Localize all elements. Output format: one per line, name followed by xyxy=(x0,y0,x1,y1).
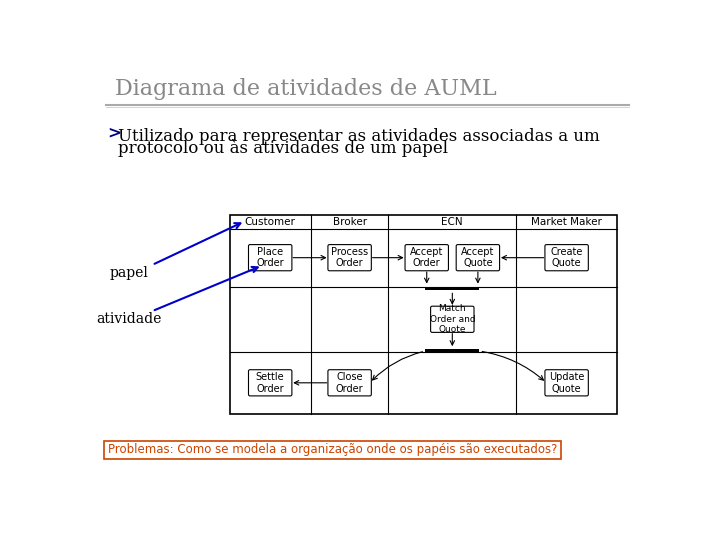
Text: protocolo ou às atividades de um papel: protocolo ou às atividades de um papel xyxy=(118,139,448,157)
FancyBboxPatch shape xyxy=(328,370,372,396)
Text: Match
Order and
Quote: Match Order and Quote xyxy=(430,305,475,334)
Bar xyxy=(426,349,480,353)
Text: papel: papel xyxy=(109,266,148,280)
Text: Problemas: Como se modela a organização onde os papéis são executados?: Problemas: Como se modela a organização … xyxy=(108,443,557,456)
Text: Update
Quote: Update Quote xyxy=(549,372,585,394)
Text: Customer: Customer xyxy=(245,217,296,227)
Text: Process
Order: Process Order xyxy=(331,247,368,268)
Text: Accept
Quote: Accept Quote xyxy=(462,247,495,268)
Text: Settle
Order: Settle Order xyxy=(256,372,284,394)
Text: Accept
Order: Accept Order xyxy=(410,247,444,268)
Text: Broker: Broker xyxy=(333,217,366,227)
FancyBboxPatch shape xyxy=(545,370,588,396)
FancyBboxPatch shape xyxy=(248,370,292,396)
Text: Create
Quote: Create Quote xyxy=(550,247,582,268)
Text: Close
Order: Close Order xyxy=(336,372,364,394)
Bar xyxy=(230,215,617,414)
Text: ECN: ECN xyxy=(441,217,463,227)
Text: Diagrama de atividades de AUML: Diagrama de atividades de AUML xyxy=(114,78,496,100)
FancyBboxPatch shape xyxy=(431,306,474,333)
Bar xyxy=(426,287,480,291)
Text: Place
Order: Place Order xyxy=(256,247,284,268)
FancyBboxPatch shape xyxy=(405,245,449,271)
Text: >: > xyxy=(107,124,121,141)
FancyBboxPatch shape xyxy=(545,245,588,271)
Text: Market Maker: Market Maker xyxy=(531,217,602,227)
FancyBboxPatch shape xyxy=(328,245,372,271)
FancyBboxPatch shape xyxy=(456,245,500,271)
FancyBboxPatch shape xyxy=(248,245,292,271)
Bar xyxy=(104,441,561,459)
Text: atividade: atividade xyxy=(96,312,161,326)
Text: Utilizado para representar as atividades associadas a um: Utilizado para representar as atividades… xyxy=(118,128,600,145)
